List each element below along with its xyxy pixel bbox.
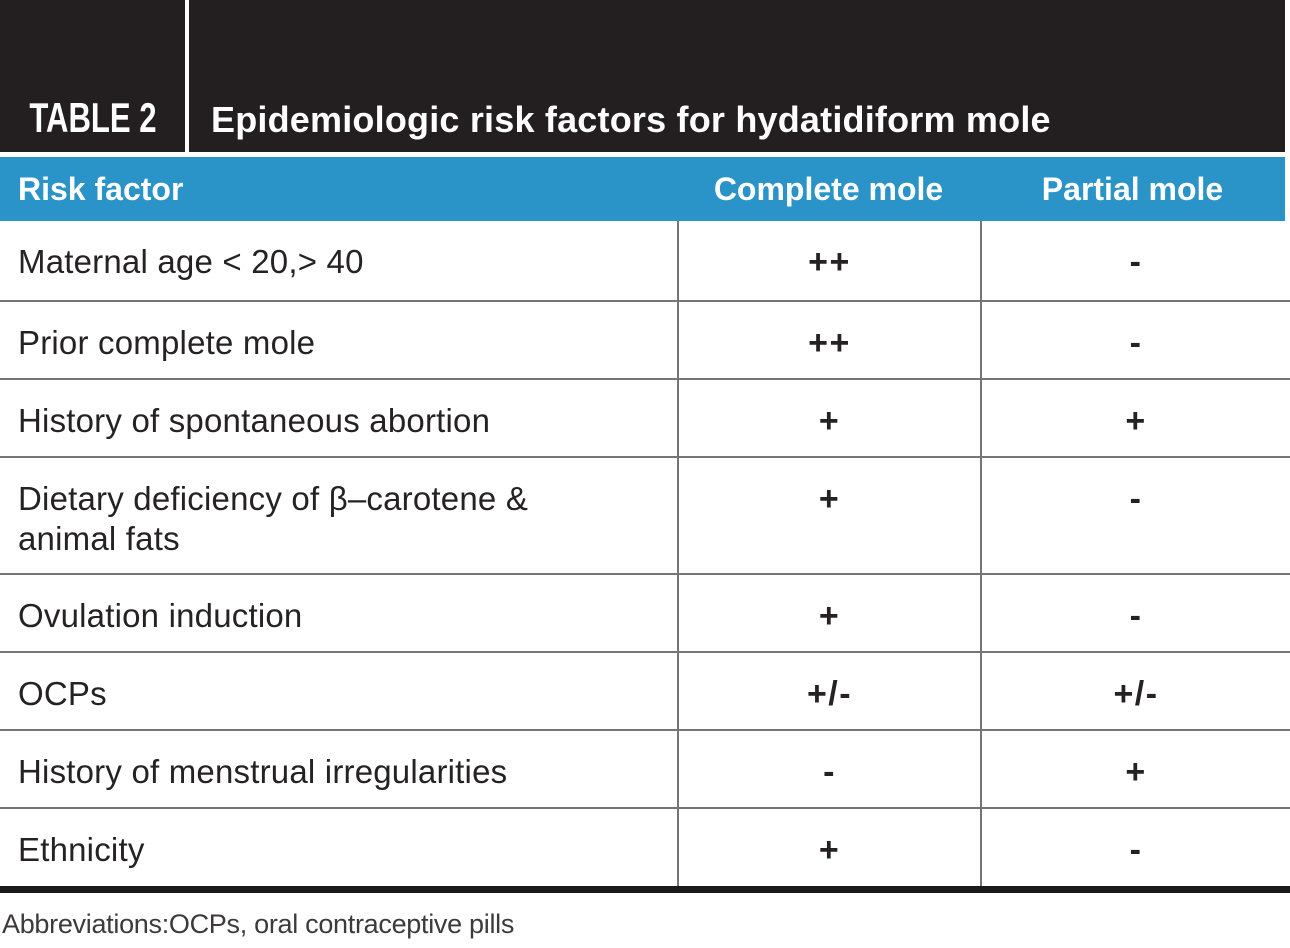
complete-mole-cell: ++: [677, 221, 980, 300]
table-row: OCPs +/- +/-: [0, 653, 1290, 731]
complete-mole-cell: ++: [677, 302, 980, 378]
table-header-band: TABLE 2 Epidemiologic risk factors for h…: [0, 0, 1285, 152]
table-number-box: TABLE 2: [0, 0, 185, 152]
column-header-row: Risk factor Complete mole Partial mole: [0, 157, 1285, 221]
risk-factor-cell: OCPs: [18, 675, 107, 712]
column-header-risk-factor: Risk factor: [18, 170, 184, 207]
risk-factor-cell: Ethnicity: [18, 831, 145, 868]
risk-factor-cell: Ovulation induction: [18, 597, 303, 634]
column-header-complete-mole: Complete mole: [713, 170, 944, 207]
risk-factor-cell: History of spontaneous abortion: [18, 402, 491, 439]
risk-factor-cell: Dietary deficiency of β–carotene & anima…: [18, 480, 529, 558]
table-row: Dietary deficiency of β–carotene & anima…: [0, 458, 1290, 575]
complete-mole-cell: +: [677, 809, 980, 886]
table-row: Maternal age < 20,> 40 ++ -: [0, 221, 1290, 302]
partial-mole-cell: -: [980, 458, 1290, 573]
table-title: Epidemiologic risk factors for hydatidif…: [211, 99, 1051, 140]
complete-mole-cell: -: [677, 731, 980, 807]
partial-mole-cell: -: [980, 809, 1290, 886]
table-number-label: TABLE 2: [28, 94, 157, 141]
abbreviations-footnote: Abbreviations:OCPs, oral contraceptive p…: [2, 909, 515, 939]
complete-mole-cell: +/-: [677, 653, 980, 729]
table-row: Ethnicity + -: [0, 809, 1290, 886]
complete-mole-cell: +: [677, 458, 980, 573]
table-row: History of menstrual irregularities - +: [0, 731, 1290, 809]
table-body: Maternal age < 20,> 40 ++ - Prior comple…: [0, 221, 1290, 893]
table-row: Ovulation induction + -: [0, 575, 1290, 653]
column-header-partial-mole: Partial mole: [1041, 170, 1224, 207]
partial-mole-cell: +/-: [980, 653, 1290, 729]
partial-mole-cell: -: [980, 221, 1290, 300]
risk-factor-cell: Maternal age < 20,> 40: [18, 243, 364, 280]
partial-mole-cell: +: [980, 731, 1290, 807]
risk-factor-cell: Prior complete mole: [18, 324, 316, 361]
partial-mole-cell: +: [980, 380, 1290, 456]
header-divider: [185, 0, 189, 152]
table-row: History of spontaneous abortion + +: [0, 380, 1290, 458]
partial-mole-cell: -: [980, 302, 1290, 378]
risk-factor-cell: History of menstrual irregularities: [18, 753, 508, 790]
complete-mole-cell: +: [677, 380, 980, 456]
table-row: Prior complete mole ++ -: [0, 302, 1290, 380]
complete-mole-cell: +: [677, 575, 980, 651]
partial-mole-cell: -: [980, 575, 1290, 651]
